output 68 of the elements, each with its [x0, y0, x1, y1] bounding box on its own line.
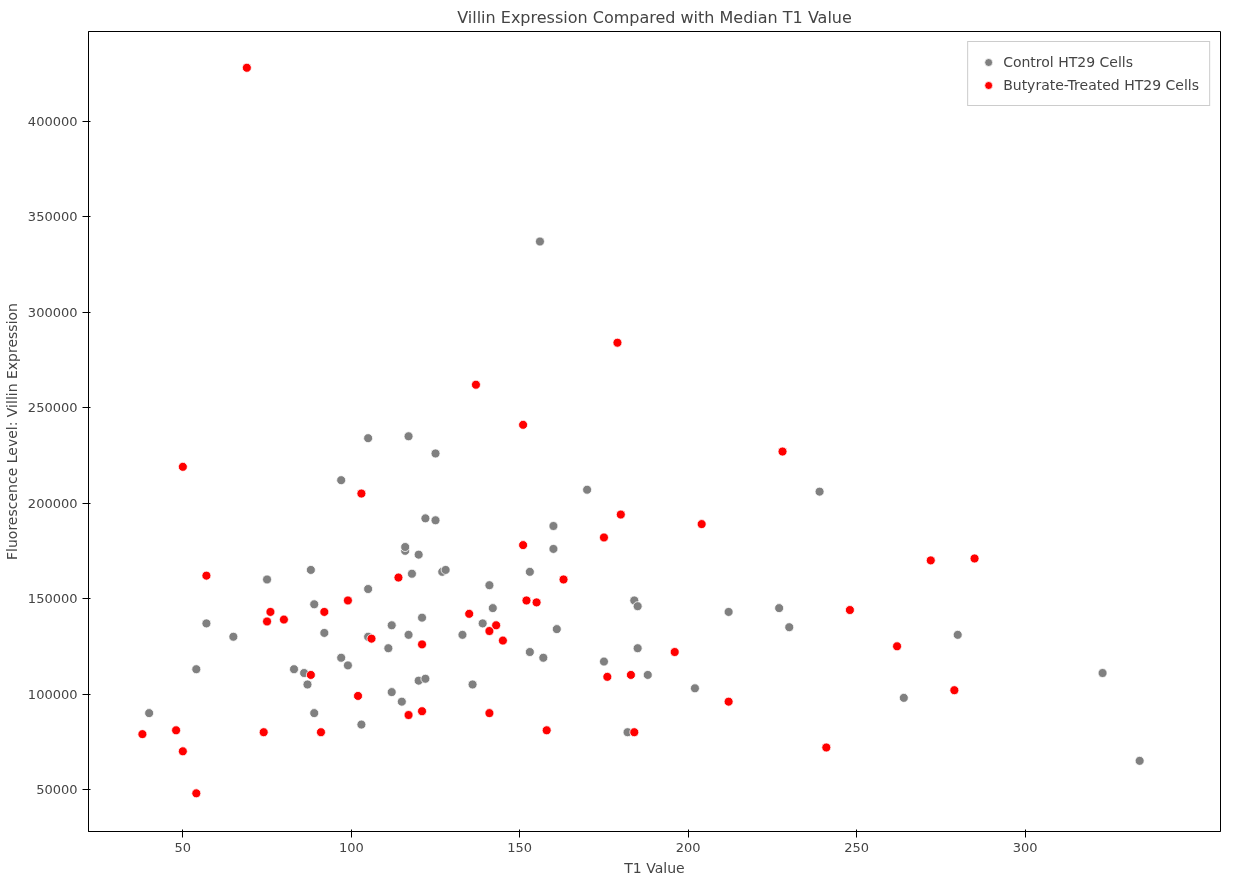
legend-label: Control HT29 Cells	[1003, 54, 1134, 70]
y-tick-label: 200000	[27, 495, 78, 511]
point	[777, 446, 788, 457]
point	[262, 616, 272, 627]
y-tick-label: 300000	[27, 304, 78, 320]
point	[531, 597, 542, 608]
point	[723, 696, 734, 707]
point	[629, 727, 640, 738]
point	[403, 710, 414, 720]
x-tick-label: 300	[1012, 839, 1038, 855]
chart-title: Villin Expression Compared with Median T1 Value	[457, 7, 852, 27]
x-tick-label: 50	[174, 839, 192, 855]
point	[258, 727, 269, 738]
point	[177, 461, 188, 472]
point	[969, 553, 980, 564]
point	[892, 641, 902, 652]
point	[316, 727, 326, 738]
point	[612, 337, 623, 348]
y-tick-label: 150000	[27, 591, 78, 607]
point	[191, 788, 202, 799]
y-tick-label: 250000	[27, 400, 78, 416]
point	[464, 608, 475, 619]
point	[417, 639, 427, 650]
point	[615, 509, 626, 520]
point	[602, 671, 613, 682]
x-tick-label: 200	[675, 839, 701, 855]
point	[626, 670, 636, 680]
point	[177, 746, 188, 757]
legend-label: Butyrate-Treated HT29 Cells	[1003, 77, 1199, 93]
point	[201, 570, 212, 581]
point	[171, 725, 181, 736]
point	[265, 607, 276, 617]
point	[279, 614, 289, 625]
point	[393, 572, 404, 583]
point	[484, 626, 495, 636]
y-axis-title: Fluorescence Level: Villin Expression	[3, 303, 20, 560]
x-axis-title: T1 Value	[623, 859, 685, 876]
point	[925, 555, 936, 566]
point	[949, 685, 960, 696]
point	[518, 419, 529, 430]
point	[137, 729, 148, 740]
point	[343, 595, 353, 606]
x-tick-label: 250	[844, 839, 870, 855]
point	[417, 706, 427, 717]
point	[491, 620, 502, 631]
y-tick-label: 50000	[36, 782, 78, 797]
point	[518, 540, 529, 550]
point	[471, 379, 481, 390]
point	[845, 605, 855, 615]
point	[353, 691, 363, 701]
point	[821, 742, 832, 753]
point	[319, 607, 330, 617]
y-tick-label: 100000	[27, 686, 78, 702]
point	[356, 488, 367, 499]
point	[241, 62, 252, 73]
x-tick-label: 150	[507, 839, 533, 855]
point	[696, 519, 707, 529]
point	[541, 725, 552, 736]
point	[558, 574, 569, 585]
point	[305, 670, 316, 680]
x-tick-label: 100	[338, 839, 364, 855]
point	[669, 647, 680, 657]
point	[599, 532, 609, 543]
y-tick-label: 350000	[27, 209, 78, 225]
point	[484, 708, 495, 719]
y-tick-label: 400000	[27, 113, 78, 129]
point	[521, 595, 532, 606]
point	[497, 635, 508, 646]
